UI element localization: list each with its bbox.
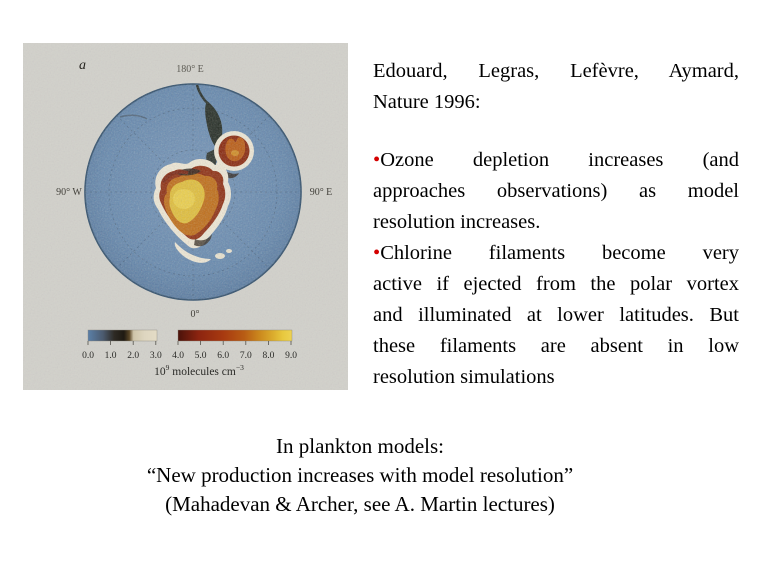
colorbar-right-segment <box>177 329 293 342</box>
bullet-item: •Chlorine filaments become very active i… <box>373 238 739 393</box>
map-label-90e: 90° E <box>310 187 333 198</box>
reference-column: Edouard, Legras, Lefèvre, Aymard, Nature… <box>373 56 739 393</box>
reference-line: Edouard, Legras, Lefèvre, Aymard, <box>373 60 739 82</box>
colorbar-left-segment <box>87 329 158 342</box>
unit-exponent2: −3 <box>236 363 244 372</box>
colorbar-tick: 6.0 <box>217 351 229 361</box>
colorbar-tick: 3.0 <box>150 351 162 361</box>
disk-noise <box>85 84 301 300</box>
bullet-text: Chlorine filaments become very <box>380 242 739 264</box>
bullet-list: •Ozone depletion increases (and approach… <box>373 145 739 393</box>
bullet-line: •Ozone depletion increases (and <box>373 145 739 176</box>
footer-line: (Mahadevan & Archer, see A. Martin lectu… <box>165 492 555 516</box>
colorbar-tick: 9.0 <box>285 351 297 361</box>
bullet-line: •Chlorine filaments become very <box>373 238 739 269</box>
reference-line: Nature 1996: <box>373 91 481 113</box>
bullet-text: Ozone depletion increases (and <box>380 149 739 171</box>
unit-base: 10 <box>154 366 166 378</box>
colorbar-tick: 7.0 <box>240 351 252 361</box>
colorbar-tick: 1.0 <box>105 351 117 361</box>
colorbar-tick: 2.0 <box>127 351 139 361</box>
bullet-line: active if ejected from the polar vortex <box>373 273 739 295</box>
colorbar-tick: 4.0 <box>172 351 184 361</box>
colorbar-tick: 5.0 <box>195 351 207 361</box>
colorbar-unit-label: 109 molecules cm−3 <box>154 363 244 378</box>
colorbar-tickmarks <box>87 341 292 345</box>
bullet-line: and illuminated at lower latitudes. But <box>373 304 739 326</box>
reference-block: Edouard, Legras, Lefèvre, Aymard, Nature… <box>373 56 739 118</box>
bullet-item: •Ozone depletion increases (and approach… <box>373 145 739 238</box>
map-label-180e: 180° E <box>176 64 204 75</box>
bullet-icon: • <box>373 242 381 264</box>
bullet-line: resolution simulations <box>373 366 555 388</box>
colorbar-tick: 8.0 <box>262 351 274 361</box>
bullet-icon: • <box>373 149 381 171</box>
colorbar-tick: 0.0 <box>82 351 94 361</box>
bullet-line: these filaments are absent in low <box>373 335 739 357</box>
footer-line: In plankton models: <box>276 434 444 458</box>
map-label-0: 0° <box>191 309 200 320</box>
ozone-map-svg: a 180° E 90° W 90° E 0° 0.0 <box>23 43 348 390</box>
panel-label: a <box>79 58 86 73</box>
map-label-90w: 90° W <box>56 187 82 198</box>
footer-line: “New production increases with model res… <box>146 463 574 487</box>
colorbar-tick-labels: 0.0 1.0 2.0 3.0 4.0 5.0 6.0 7.0 8.0 9.0 <box>82 351 297 361</box>
bullet-line: resolution increases. <box>373 211 541 233</box>
unit-exponent: 9 <box>166 363 170 372</box>
bullet-line: approaches observations) as model <box>373 180 739 202</box>
footer-block: In plankton models: “New production incr… <box>0 432 720 519</box>
unit-text: molecules cm <box>169 366 235 378</box>
ozone-figure: a 180° E 90° W 90° E 0° 0.0 <box>23 43 348 390</box>
